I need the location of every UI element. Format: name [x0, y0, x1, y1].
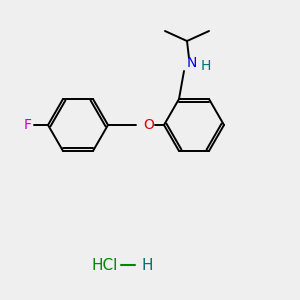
- Text: O: O: [144, 118, 154, 132]
- Text: HCl: HCl: [92, 257, 118, 272]
- Text: F: F: [24, 118, 32, 132]
- Text: H: H: [141, 257, 153, 272]
- Text: H: H: [201, 59, 211, 73]
- Text: N: N: [187, 56, 197, 70]
